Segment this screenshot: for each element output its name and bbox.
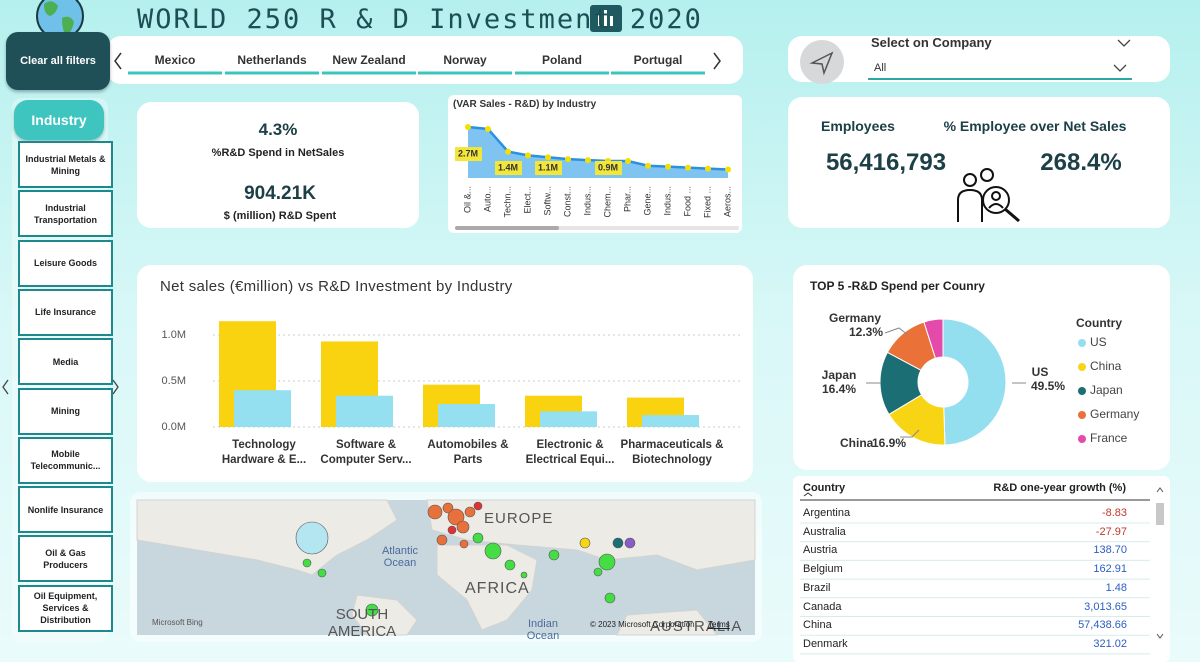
map-terms[interactable]: Terms bbox=[708, 620, 730, 629]
map-copyright: © 2023 Microsoft Corporation bbox=[590, 620, 695, 629]
map-attribution: Microsoft Bing bbox=[152, 618, 203, 627]
table-cell: -27.97 bbox=[1095, 525, 1127, 538]
table-cell: Denmark bbox=[803, 637, 848, 650]
map-label: AFRICA bbox=[465, 580, 530, 597]
x-tick-label: Software & Computer Serv... bbox=[320, 439, 412, 466]
table-cell: 57,438.66 bbox=[1078, 619, 1127, 632]
map-label: Atlantic Ocean bbox=[381, 545, 419, 569]
table-cell: 1.48 bbox=[1105, 581, 1127, 594]
table-cell: Argentina bbox=[803, 507, 851, 519]
prev-arrow[interactable] bbox=[2, 379, 9, 395]
industry-option[interactable]: Mobile Telecommunic... bbox=[18, 436, 113, 484]
country-option[interactable]: Portugal bbox=[633, 53, 683, 67]
kpi-value: 268.4% bbox=[1040, 149, 1122, 176]
table-cell: Brazil bbox=[803, 581, 831, 594]
industry-option[interactable]: Leisure Goods bbox=[18, 239, 113, 287]
chart-title: TOP 5 -R&D Spend per Counry bbox=[810, 279, 985, 293]
dashboard-title: WORLD 250 R & D Investment 2020 bbox=[137, 4, 703, 35]
industry-title: Industry bbox=[14, 100, 104, 140]
x-tick-label: Pharmaceuticals & Biotechnology bbox=[620, 439, 724, 466]
slicer-value[interactable]: All bbox=[874, 62, 887, 74]
clear-filters-button[interactable]: Clear all filters bbox=[6, 32, 110, 90]
table-cell: 138.70 bbox=[1093, 544, 1127, 557]
industry-option[interactable]: Industrial Metals & Mining bbox=[18, 141, 113, 188]
slicer-label: Select on Company bbox=[871, 35, 992, 50]
map-label: EUROPE bbox=[484, 510, 554, 527]
country-option[interactable]: Netherlands bbox=[237, 53, 307, 67]
table-header: Country bbox=[803, 482, 846, 494]
industry-option[interactable]: Life Insurance bbox=[18, 288, 113, 336]
country-option[interactable]: Poland bbox=[541, 53, 583, 67]
kpi-label: $ (million) R&D Spent bbox=[223, 210, 337, 222]
industry-option[interactable]: Nonlife Insurance bbox=[18, 486, 113, 534]
table-cell: China bbox=[803, 619, 832, 632]
map-label: AUSTRALIA bbox=[650, 618, 743, 635]
industry-option[interactable]: Oil & Gas Producers bbox=[18, 535, 113, 583]
industry-option[interactable]: Industrial Transportation bbox=[18, 190, 113, 238]
chart-title: (VAR Sales - R&D) by Industry bbox=[453, 99, 597, 110]
table-cell: 321.02 bbox=[1093, 637, 1127, 650]
table-header: R&D one-year growth (%) bbox=[993, 482, 1126, 494]
kpi-value: 56,416,793 bbox=[825, 149, 947, 176]
industry-option[interactable]: Media bbox=[18, 338, 113, 386]
country-option[interactable]: Norway bbox=[443, 53, 487, 67]
x-tick-label: Electronic & Electrical Equi... bbox=[525, 439, 615, 466]
map-label: Indian Ocean bbox=[526, 618, 560, 642]
kpi-label: %R&D Spend in NetSales bbox=[211, 147, 345, 159]
x-tick-label: Technology Hardware & E... bbox=[221, 439, 307, 466]
table-cell: -8.83 bbox=[1101, 507, 1127, 519]
next-arrow[interactable] bbox=[112, 379, 119, 395]
country-option[interactable]: Mexico bbox=[154, 53, 196, 67]
table-cell: Belgium bbox=[803, 563, 843, 576]
table-cell: 162.91 bbox=[1093, 563, 1127, 576]
kpi-label: % Employee over Net Sales bbox=[943, 118, 1127, 134]
pie-chart-card bbox=[793, 265, 1170, 470]
map-label: SOUTH AMERICA bbox=[327, 606, 397, 640]
country-slicer bbox=[107, 36, 743, 84]
kpi-label: Employees bbox=[821, 118, 895, 134]
industry-option[interactable]: Mining bbox=[18, 387, 113, 435]
table-cell: Canada bbox=[803, 600, 842, 613]
table-cell: Austria bbox=[803, 544, 838, 557]
kpi-value: 4.3% bbox=[258, 120, 298, 139]
chart-title: Net sales (€million) vs R&D Investment b… bbox=[160, 278, 513, 295]
legend-title: Country bbox=[1076, 316, 1122, 330]
kpi-card bbox=[137, 102, 419, 228]
table-card bbox=[793, 476, 1170, 662]
x-tick-label: Automobiles & Parts bbox=[427, 439, 509, 466]
country-option[interactable]: New Zealand bbox=[332, 53, 406, 67]
kpi-value: 904.21K bbox=[244, 183, 316, 204]
table-cell: Australia bbox=[803, 525, 846, 538]
mini-chart-card bbox=[448, 95, 742, 233]
table-cell: 3,013.65 bbox=[1084, 600, 1127, 613]
industry-option[interactable]: Oil Equipment, Services & Distribution bbox=[18, 584, 113, 632]
